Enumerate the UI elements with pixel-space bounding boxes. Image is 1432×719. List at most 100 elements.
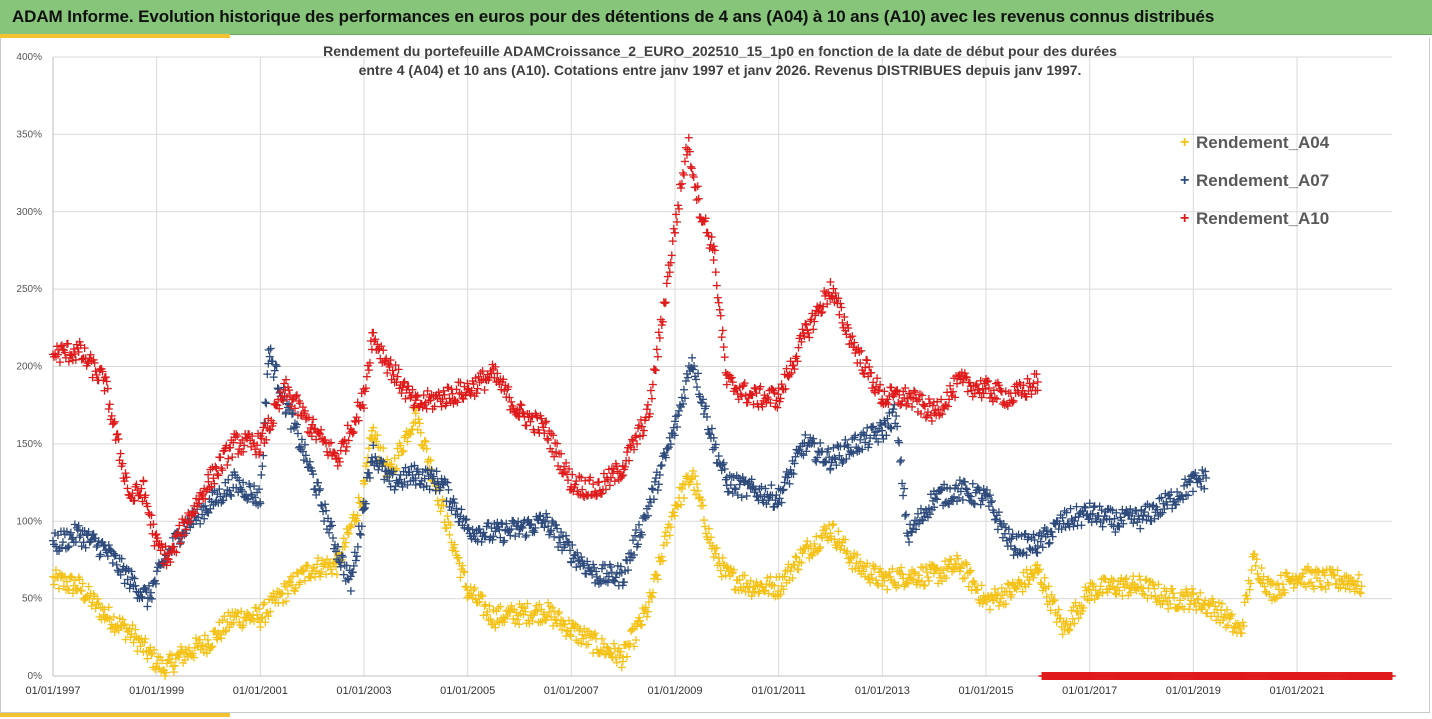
data-point-rendement-a04 (406, 430, 415, 439)
data-point-rendement-a04 (288, 572, 297, 581)
data-point-rendement-a04 (985, 605, 994, 614)
data-point-rendement-a07 (227, 492, 236, 501)
data-point-rendement-a04 (373, 431, 382, 440)
data-point-rendement-a04 (391, 466, 400, 475)
data-point-rendement-a07 (1132, 507, 1141, 516)
data-point-rendement-a07 (147, 594, 156, 603)
data-point-rendement-a07 (557, 528, 566, 537)
data-point-rendement-a04 (246, 616, 255, 625)
data-point-rendement-a07 (785, 479, 794, 488)
data-point-rendement-a04 (422, 444, 431, 453)
data-point-rendement-a07 (1072, 502, 1081, 511)
data-point-rendement-a04 (63, 585, 72, 594)
data-point-rendement-a10 (121, 469, 130, 478)
data-point-rendement-a10 (309, 415, 318, 424)
data-point-rendement-a10 (654, 328, 663, 337)
data-point-rendement-a07 (1044, 539, 1053, 548)
data-point-rendement-a10 (605, 481, 614, 490)
data-point-rendement-a07 (933, 495, 942, 504)
data-point-rendement-a10 (647, 394, 656, 403)
data-point-rendement-a10 (896, 400, 905, 409)
data-point-rendement-a04 (218, 616, 227, 625)
data-point-rendement-a04 (1135, 572, 1144, 581)
header-bar: ADAM Informe. Evolution historique des p… (0, 0, 1432, 35)
data-point-rendement-a04 (317, 567, 326, 576)
data-point-rendement-a10 (123, 484, 132, 493)
data-point-rendement-a04 (414, 415, 423, 424)
data-point-rendement-a04 (424, 455, 433, 464)
data-point-rendement-a04 (162, 659, 171, 668)
data-point-rendement-a04 (660, 532, 669, 541)
data-point-rendement-a04 (170, 661, 179, 670)
data-point-rendement-a04 (533, 607, 542, 616)
data-point-rendement-a07 (1189, 487, 1198, 496)
data-point-rendement-a10 (711, 268, 720, 277)
data-point-rendement-a07 (991, 515, 1000, 524)
data-point-rendement-a04 (147, 650, 156, 659)
data-point-rendement-a04 (491, 623, 500, 632)
y-tick-label: 50% (22, 594, 42, 605)
data-point-rendement-a04 (485, 601, 494, 610)
data-point-rendement-a04 (451, 547, 460, 556)
data-point-rendement-a07 (693, 383, 702, 392)
data-point-rendement-a04 (217, 634, 226, 643)
data-point-rendement-a10 (714, 298, 723, 307)
data-point-rendement-a10 (473, 384, 482, 393)
x-tick-label: 01/01/2021 (1270, 685, 1325, 697)
data-point-rendement-a07 (886, 423, 895, 432)
data-point-rendement-a04 (303, 561, 312, 570)
data-point-rendement-a04 (554, 609, 563, 618)
data-point-rendement-a04 (791, 552, 800, 561)
data-point-rendement-a04 (623, 652, 632, 661)
data-point-rendement-a04 (341, 538, 350, 547)
data-point-rendement-a04 (165, 650, 174, 659)
data-point-rendement-a04 (717, 572, 726, 581)
data-point-rendement-a04 (1354, 570, 1363, 579)
data-point-rendement-a07 (895, 438, 904, 447)
data-point-rendement-a04 (1003, 579, 1012, 588)
data-point-rendement-a04 (118, 615, 127, 624)
data-point-rendement-a10 (578, 485, 587, 494)
data-point-rendement-a10 (919, 401, 928, 410)
data-point-rendement-a10 (507, 397, 516, 406)
data-point-rendement-a04 (544, 598, 553, 607)
data-point-rendement-a04 (322, 570, 331, 579)
data-point-rendement-a07 (955, 476, 964, 485)
data-point-rendement-a07 (898, 479, 907, 488)
data-point-rendement-a04 (54, 584, 63, 593)
data-point-rendement-a10 (663, 272, 672, 281)
data-point-rendement-a04 (93, 594, 102, 603)
data-point-rendement-a04 (542, 615, 551, 624)
data-point-rendement-a07 (688, 353, 697, 362)
data-point-rendement-a04 (415, 419, 424, 428)
data-point-rendement-a10 (712, 281, 721, 290)
data-point-rendement-a04 (481, 600, 490, 609)
data-points (49, 133, 1396, 680)
data-point-rendement-a07 (679, 385, 688, 394)
data-point-rendement-a04 (958, 574, 967, 583)
data-point-rendement-a07 (262, 399, 271, 408)
data-point-rendement-a04 (584, 640, 593, 649)
data-point-rendement-a04 (316, 572, 325, 581)
data-point-rendement-a04 (161, 668, 170, 677)
data-point-rendement-a10 (369, 328, 378, 337)
data-point-rendement-a10 (333, 461, 342, 470)
data-point-rendement-a04 (239, 621, 248, 630)
data-point-rendement-a07 (355, 529, 364, 538)
data-point-rendement-a04 (460, 568, 469, 577)
data-point-rendement-a04 (299, 566, 308, 575)
data-point-rendement-a07 (1089, 503, 1098, 512)
data-point-rendement-a10 (687, 164, 696, 173)
data-point-rendement-a04 (352, 516, 361, 525)
data-point-rendement-a10 (709, 256, 718, 265)
x-tick-label: 01/01/2003 (336, 685, 391, 697)
data-point-rendement-a07 (1095, 502, 1104, 511)
data-point-rendement-a04 (255, 604, 264, 613)
data-point-rendement-a07 (1098, 522, 1107, 531)
data-point-rendement-a04 (556, 621, 565, 630)
legend: + Rendement_A04 + Rendement_A07 + Rendem… (1180, 124, 1329, 238)
data-point-rendement-a07 (742, 491, 751, 500)
x-tick-label: 01/01/2007 (544, 685, 599, 697)
data-point-rendement-a04 (535, 600, 544, 609)
data-point-rendement-a04 (75, 575, 84, 584)
